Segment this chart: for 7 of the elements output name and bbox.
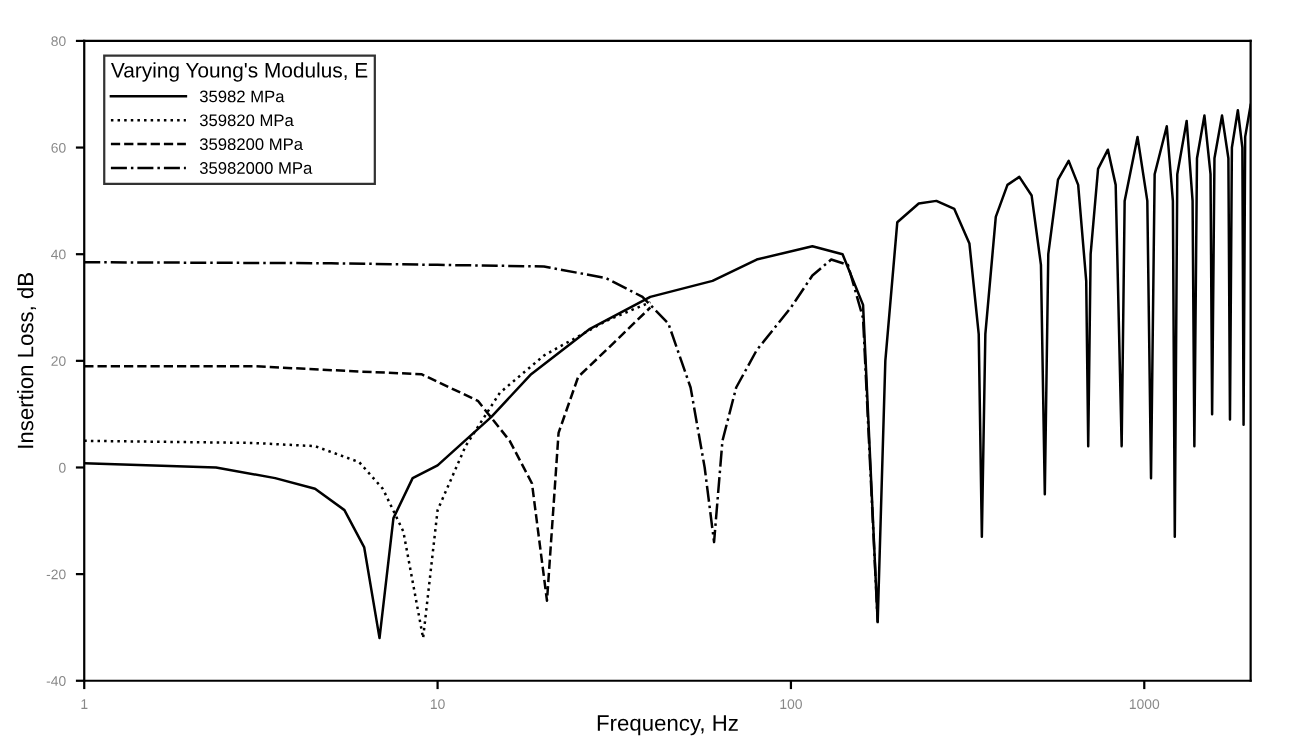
legend-label: 3598200 MPa [199, 138, 304, 151]
y-axis-title: Insertion Loss, dB [17, 273, 37, 448]
legend-label: 35982000 MPa [199, 162, 313, 174]
legend-label: 359820 MPa [199, 114, 294, 127]
legend-label: 35982 MPa [199, 90, 285, 103]
legend-title: Varying Young's Modulus, E [111, 62, 368, 82]
x-axis-title: Frequency, Hz [597, 715, 738, 736]
